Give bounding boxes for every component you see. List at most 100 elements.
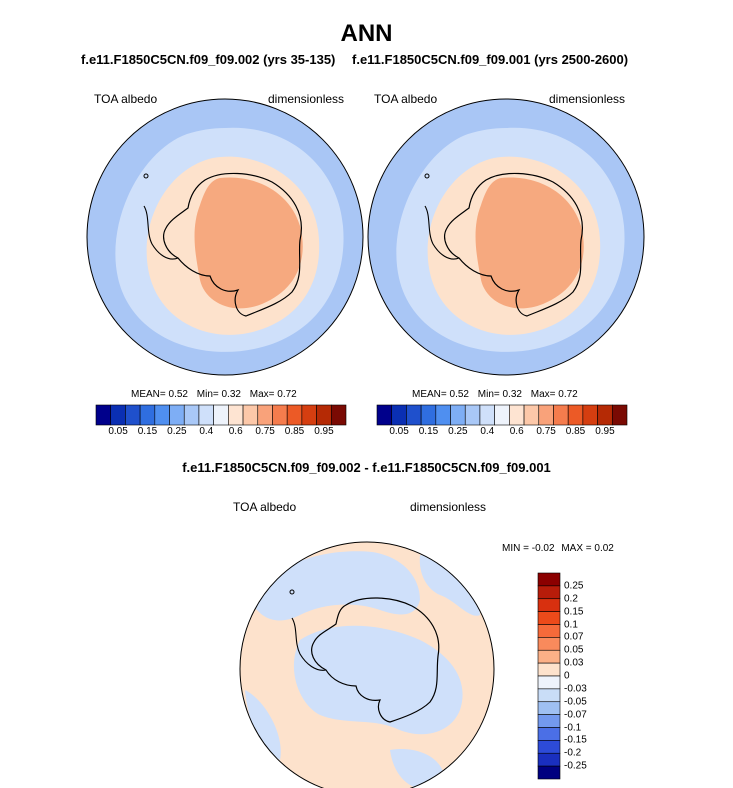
colorbar-box bbox=[183, 404, 200, 426]
left-map-ocean-outer bbox=[87, 99, 363, 375]
left-subtitle: f.e11.F1850C5CN.f09_f09.002 (yrs 35-135) bbox=[81, 52, 336, 67]
colorbar-box bbox=[464, 404, 481, 426]
colorbar-box bbox=[257, 404, 273, 426]
diff-min-label: MIN = bbox=[502, 543, 529, 554]
colorbar-tick-label: 0.25 bbox=[564, 580, 584, 592]
colorbar-tick-label: 0.75 bbox=[536, 426, 556, 437]
colorbar-box bbox=[110, 404, 126, 426]
colorbar-box bbox=[553, 404, 569, 426]
colorbar-box bbox=[611, 404, 628, 426]
colorbar-tick-label: 0.2 bbox=[564, 593, 578, 605]
right-map-antarctic-coastline bbox=[444, 172, 583, 317]
colorbar-box bbox=[537, 765, 561, 780]
colorbar-box bbox=[537, 675, 561, 690]
diff-max-value: 0.02 bbox=[594, 543, 614, 554]
colorbar-tick-label: 0.03 bbox=[564, 657, 584, 669]
colorbar-tick-label: -0.15 bbox=[564, 734, 587, 746]
colorbar-tick-label: -0.1 bbox=[564, 722, 582, 733]
right-map-sea-ice-band bbox=[396, 127, 625, 352]
right-mean-value: 0.52 bbox=[449, 389, 469, 400]
right-max-label: Max= bbox=[530, 389, 556, 400]
colorbar-box bbox=[597, 404, 613, 426]
colorbar-box bbox=[286, 404, 303, 426]
colorbar-box bbox=[494, 404, 510, 426]
colorbar-tick-label: -0.25 bbox=[564, 760, 587, 772]
colorbar-box bbox=[537, 701, 561, 715]
right-colorbar bbox=[376, 404, 628, 426]
colorbar-tick-label: 0.15 bbox=[418, 426, 439, 437]
left-min-label: Min= bbox=[196, 389, 219, 400]
colorbar-box bbox=[169, 404, 185, 426]
colorbar-tick-label: 0.25 bbox=[167, 426, 187, 437]
colorbar-box bbox=[479, 404, 495, 426]
left-stats: MEAN= 0.52 Min= 0.32 Max= 0.72 bbox=[131, 389, 297, 400]
left-mean-value: 0.52 bbox=[168, 389, 188, 400]
colorbar-tick-label: 0.07 bbox=[564, 631, 584, 643]
right-max-value: 0.72 bbox=[558, 389, 578, 400]
diff-max-label: MAX = bbox=[561, 543, 592, 554]
colorbar-box bbox=[450, 404, 466, 426]
left-map-border bbox=[86, 98, 364, 376]
diff-map-negative-region-5 bbox=[390, 749, 446, 788]
diff-map-island bbox=[289, 589, 295, 595]
diff-map-negative-region-1 bbox=[250, 551, 420, 621]
left-min-value: 0.32 bbox=[221, 389, 241, 400]
colorbar-box bbox=[272, 404, 288, 426]
colorbar-box bbox=[435, 404, 451, 426]
colorbar-box bbox=[420, 404, 437, 426]
left-map-island bbox=[143, 173, 149, 179]
colorbar-box bbox=[406, 404, 422, 426]
right-map-ocean-outer bbox=[368, 99, 644, 375]
colorbar-box bbox=[537, 611, 561, 625]
diff-colorbar bbox=[537, 572, 561, 780]
colorbar-tick-label: 0.4 bbox=[199, 426, 214, 437]
diff-map-peninsula bbox=[291, 617, 327, 671]
colorbar-tick-label: 0.15 bbox=[137, 426, 158, 437]
right-map-island bbox=[424, 173, 430, 179]
colorbar-box bbox=[537, 714, 561, 728]
colorbar-box bbox=[95, 404, 112, 426]
colorbar-tick-label: 0.15 bbox=[564, 606, 584, 618]
colorbar-tick-label: 0.95 bbox=[595, 426, 615, 437]
colorbar-box bbox=[537, 649, 561, 664]
left-units-label: dimensionless bbox=[268, 92, 345, 106]
colorbar-box bbox=[537, 662, 561, 677]
colorbar-tick-label: 0.1 bbox=[564, 619, 578, 630]
right-variable-label: TOA albedo bbox=[374, 92, 438, 106]
colorbar-tick-label: 0.6 bbox=[509, 426, 524, 437]
left-max-label: Max= bbox=[249, 389, 275, 400]
colorbar-box bbox=[537, 688, 561, 703]
right-units-label: dimensionless bbox=[549, 92, 626, 106]
right-min-value: 0.32 bbox=[502, 389, 522, 400]
diff-min-value: -0.02 bbox=[531, 543, 555, 554]
right-map-continent-interior bbox=[475, 177, 584, 309]
right-min-label: Min= bbox=[477, 389, 500, 400]
right-subtitle: f.e11.F1850C5CN.f09_f09.001 (yrs 2500-26… bbox=[352, 52, 629, 67]
colorbar-box bbox=[537, 598, 561, 612]
colorbar-tick-label: 0 bbox=[564, 670, 570, 682]
diff-variable-label: TOA albedo bbox=[233, 500, 297, 514]
colorbar-box bbox=[213, 404, 229, 426]
colorbar-tick-label: 0.05 bbox=[389, 426, 409, 437]
colorbar-box bbox=[537, 637, 561, 651]
diff-map-base-positive bbox=[240, 542, 494, 788]
colorbar-tick-label: 0.4 bbox=[480, 426, 495, 437]
colorbar-tick-label: 0.05 bbox=[564, 644, 584, 656]
right-map-border bbox=[367, 98, 645, 376]
colorbar-box bbox=[154, 404, 170, 426]
right-map-peninsula bbox=[424, 205, 460, 260]
diff-map-negative-region-4 bbox=[245, 690, 281, 760]
diff-stats: MIN = -0.02 MAX = 0.02 bbox=[502, 543, 614, 554]
colorbar-box bbox=[376, 404, 393, 426]
right-mean-label: MEAN= bbox=[412, 389, 447, 400]
diff-colorbar-ticks: 0.25 0.2 0.15 0.1 0.07 0.05 0.03 0 -0.03 -0.05 -0.… bbox=[564, 573, 614, 779]
left-map-coastal-band bbox=[146, 156, 320, 335]
colorbar-tick-label: 0.6 bbox=[228, 426, 243, 437]
colorbar-box bbox=[330, 404, 347, 426]
colorbar-box bbox=[582, 404, 598, 426]
colorbar-box bbox=[537, 624, 561, 638]
colorbar-box bbox=[537, 727, 561, 741]
colorbar-box bbox=[509, 404, 525, 426]
left-colorbar bbox=[95, 404, 347, 426]
colorbar-box bbox=[139, 404, 156, 426]
